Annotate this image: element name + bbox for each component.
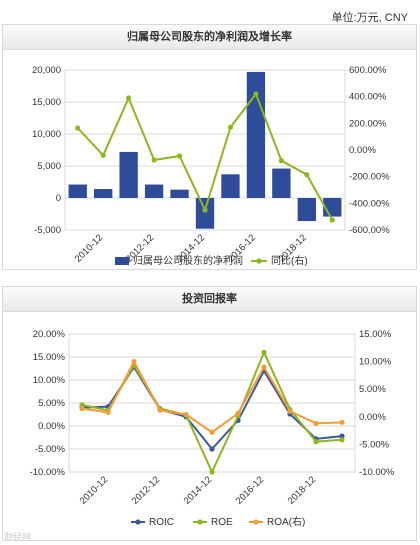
yoy-growth-point (202, 207, 208, 213)
y-left-tick-label: 10,000 (32, 129, 61, 140)
roe-point (339, 437, 345, 443)
y-left-tick-label: 10.00% (33, 375, 66, 386)
yoy-growth-point (151, 157, 157, 163)
net-profit-chart-title: 归属母公司股东的净利润及增长率 (3, 25, 416, 50)
y-left-tick-label: 0.00% (38, 421, 65, 432)
y-right-tick-label: 10.00% (359, 357, 392, 368)
net-profit-bar (195, 198, 215, 229)
net-profit-bar (246, 71, 266, 198)
roi-panel: 投资回报率 20.00% 15.00% 10.00% 5.00% 0.00% -5.00%… (2, 286, 417, 541)
legend-roic-marker (135, 519, 141, 525)
yoy-growth-point (227, 124, 234, 130)
x-tick-label: 2014-12 (182, 474, 214, 506)
net-profit-chart: 20,000 15,000 10,000 5,000 0 -5,000 600.00% 400… (32, 65, 390, 267)
roa-point (157, 407, 163, 413)
roa-point (131, 359, 137, 365)
unit-label: 单位:万元, CNY (331, 12, 408, 24)
roe-point (209, 469, 215, 475)
net-profit-bar (94, 189, 113, 198)
yoy-growth-point (176, 153, 183, 159)
roa-point (261, 364, 267, 370)
roi-chart: 20.00% 15.00% 10.00% 5.00% 0.00% -5.00% -10.00… (30, 329, 395, 528)
legend-roe-marker (197, 519, 203, 525)
net-profit-bar (221, 174, 240, 198)
roe-point (313, 439, 319, 445)
x-tick-label: 2012-12 (130, 474, 162, 506)
y-left-tick-label: 5,000 (37, 161, 61, 172)
y-right-tick-label: 400.00% (349, 92, 387, 103)
roic-point (209, 446, 215, 452)
roa-point (209, 429, 215, 435)
y-right-tick-label: -600.00% (349, 225, 390, 236)
roic-point (339, 433, 345, 439)
y-right-tick-label: 0.00% (349, 145, 376, 156)
y-left-tick-label: -5,000 (34, 225, 61, 236)
x-tick-label: 2010-12 (78, 474, 110, 506)
watermark: 财经网 (4, 532, 32, 542)
legend-yoy-label: 同比(右) (271, 254, 308, 267)
legend-net-profit-label: 归属母公司股东的净利润 (133, 254, 243, 267)
roa-point (105, 409, 111, 415)
yoy-growth-point (304, 172, 310, 178)
roa-point (313, 420, 319, 427)
yoy-growth-point (126, 95, 132, 101)
y-left-tick-label: 15,000 (32, 97, 61, 108)
roa-line (81, 359, 343, 434)
x-tick-label: 2018-12 (286, 474, 318, 506)
y-right-tick-label: -400.00% (349, 198, 390, 209)
y-left-tick-label: 5.00% (38, 398, 65, 409)
roa-point (79, 405, 85, 412)
roe-point (79, 402, 85, 408)
net-profit-bar (119, 151, 138, 198)
net-profit-bar (68, 184, 87, 198)
x-tick-label: 2010-12 (73, 232, 105, 264)
net-profit-bar (144, 184, 164, 198)
roe-line (81, 349, 343, 475)
y-right-tick-label: -200.00% (349, 172, 390, 183)
y-right-tick-label: -10.00% (359, 467, 395, 478)
y-left-tick-label: 15.00% (33, 352, 66, 363)
roi-chart-title: 投资回报率 (3, 287, 416, 312)
legend-yoy-marker (256, 258, 262, 264)
net-profit-bar (297, 198, 316, 222)
y-left-tick-label: 20,000 (32, 65, 61, 76)
y-left-tick-label: 0 (56, 193, 61, 204)
y-right-tick-label: 15.00% (359, 329, 392, 340)
y-right-tick-label: 200.00% (349, 118, 387, 129)
roa-point (235, 410, 241, 417)
y-left-tick-label: -5.00% (35, 444, 66, 455)
y-left-tick-label: 20.00% (33, 329, 66, 340)
y-right-tick-label: 600.00% (349, 65, 387, 76)
roa-point (183, 411, 189, 418)
yoy-growth-point (329, 217, 335, 223)
y-left-tick-label: -10.00% (30, 467, 66, 478)
roe-point (261, 349, 267, 355)
legend-roa-label: ROA(右) (267, 515, 305, 528)
net-profit-bar (170, 189, 189, 198)
legend-net-profit-swatch (115, 257, 129, 265)
net-profit-bar (272, 168, 291, 198)
y-right-tick-label: 5.00% (359, 384, 386, 395)
x-tick-label: 2016-12 (234, 474, 266, 506)
legend-roe-label: ROE (211, 517, 233, 528)
yoy-growth-point (253, 91, 259, 97)
y-right-tick-label: 0.00% (359, 412, 386, 423)
legend-roic-label: ROIC (149, 517, 174, 528)
y-right-tick-label: -5.00% (359, 439, 390, 450)
yoy-growth-point (100, 152, 106, 158)
legend-roa-marker (253, 519, 259, 525)
yoy-growth-point (278, 158, 284, 164)
roa-point (339, 419, 345, 425)
roic-line (81, 365, 343, 451)
yoy-growth-point (75, 125, 81, 131)
net-profit-panel: 归属母公司股东的净利润及增长率 20,000 15,000 10,000 5,000 0… (2, 24, 417, 270)
roa-point (287, 408, 293, 414)
